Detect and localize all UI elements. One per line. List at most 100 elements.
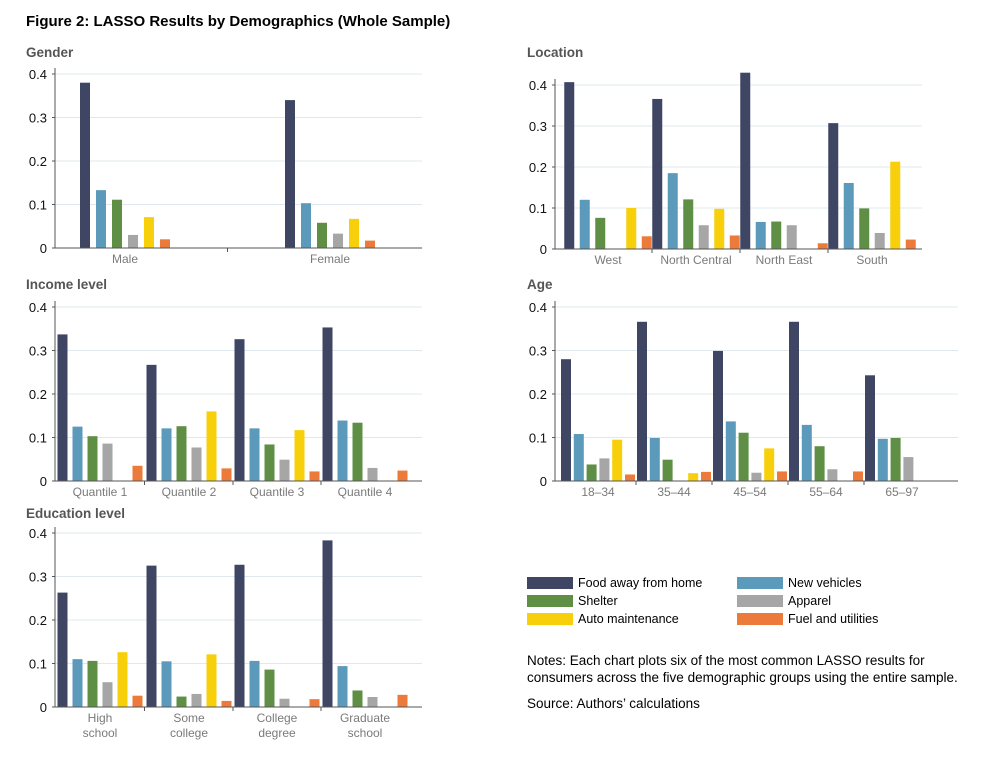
y-tick-label: 0.4 <box>529 300 547 315</box>
bar <box>144 217 154 248</box>
bar <box>206 411 217 481</box>
bar <box>317 222 327 248</box>
bar <box>264 444 275 481</box>
bar <box>234 339 245 481</box>
source-text: Source: Authors’ calculations <box>527 696 700 711</box>
bar <box>206 654 217 707</box>
bar <box>87 436 98 481</box>
bar <box>725 421 736 481</box>
bar <box>729 235 740 249</box>
legend-swatch <box>737 613 783 625</box>
bar <box>102 443 113 481</box>
bar <box>146 364 157 481</box>
bar <box>112 199 122 248</box>
bar <box>176 426 187 481</box>
x-tick-label: Quantile 2 <box>162 485 217 499</box>
bar <box>903 457 914 481</box>
y-tick-label: 0.2 <box>29 613 47 628</box>
y-tick-label: 0.2 <box>29 154 47 169</box>
bar <box>688 473 699 481</box>
y-tick-label: 0.2 <box>529 160 547 175</box>
y-tick-label: 0.3 <box>529 344 547 359</box>
x-tick-label: Quantile 4 <box>338 485 393 499</box>
bar <box>249 660 260 707</box>
bar <box>72 426 83 481</box>
bar <box>397 470 408 481</box>
bar <box>87 660 98 707</box>
bar <box>96 190 106 248</box>
x-tick-label: Some <box>173 711 205 725</box>
x-tick-label: school <box>83 726 118 740</box>
bar <box>249 428 260 481</box>
bar <box>801 424 812 481</box>
bar <box>612 439 623 481</box>
y-tick-label: 0.1 <box>29 657 47 672</box>
bar <box>683 199 694 249</box>
bar <box>786 225 797 249</box>
bar <box>285 100 295 248</box>
y-tick-label: 0.1 <box>529 201 547 216</box>
legend-item-auto-maintenance: Auto maintenance <box>527 612 679 626</box>
legend-swatch <box>737 595 783 607</box>
bar <box>191 693 202 707</box>
bar <box>161 661 172 707</box>
bar <box>713 350 723 481</box>
y-tick-label: 0.2 <box>29 387 47 402</box>
bar <box>890 437 901 481</box>
bar <box>80 82 90 248</box>
y-tick-label: 0.4 <box>29 300 47 315</box>
bar <box>814 446 825 481</box>
bar <box>595 217 606 249</box>
bar <box>337 420 348 481</box>
bar <box>579 199 590 249</box>
bar <box>573 434 584 481</box>
y-tick-label: 0.3 <box>29 111 47 126</box>
bar <box>176 696 187 707</box>
legend-swatch <box>527 595 573 607</box>
bar <box>367 467 378 481</box>
legend-label: Shelter <box>578 594 618 608</box>
bar <box>337 666 348 707</box>
figure-title: Figure 2: LASSO Results by Demographics … <box>26 13 451 30</box>
bar <box>367 696 378 707</box>
bar <box>599 458 610 481</box>
bar <box>771 221 782 249</box>
x-tick-label: Quantile 3 <box>250 485 305 499</box>
legend-label: Auto maintenance <box>578 612 679 626</box>
bar <box>905 239 916 249</box>
bar <box>117 652 128 707</box>
x-tick-label: 18–34 <box>581 485 615 499</box>
x-tick-label: North Central <box>660 253 731 267</box>
bar <box>309 471 320 481</box>
bar <box>264 669 275 707</box>
legend-label: Apparel <box>788 594 832 608</box>
legend-label: Fuel and utilities <box>788 612 879 626</box>
bar <box>738 432 749 481</box>
panel-title-age: Age <box>527 277 553 292</box>
bar <box>561 359 571 481</box>
bar <box>777 471 787 481</box>
bar <box>877 438 888 481</box>
panel-title-location: Location <box>527 45 584 60</box>
bar <box>662 459 673 481</box>
bar <box>397 694 408 707</box>
bar <box>586 464 597 481</box>
bar <box>160 239 170 248</box>
bar <box>221 700 232 707</box>
panel-title-gender: Gender <box>26 45 74 60</box>
bar <box>714 208 725 249</box>
panel-title-income: Income level <box>26 277 108 292</box>
bar <box>301 203 311 248</box>
bar <box>874 233 885 249</box>
bar <box>865 375 875 481</box>
bar <box>146 565 157 707</box>
bar <box>352 690 363 707</box>
x-tick-label: Quantile 1 <box>73 485 128 499</box>
x-tick-label: South <box>856 253 887 267</box>
bar <box>564 82 575 249</box>
bar <box>828 123 839 249</box>
x-tick-label: High <box>88 711 113 725</box>
y-tick-label: 0.1 <box>29 431 47 446</box>
